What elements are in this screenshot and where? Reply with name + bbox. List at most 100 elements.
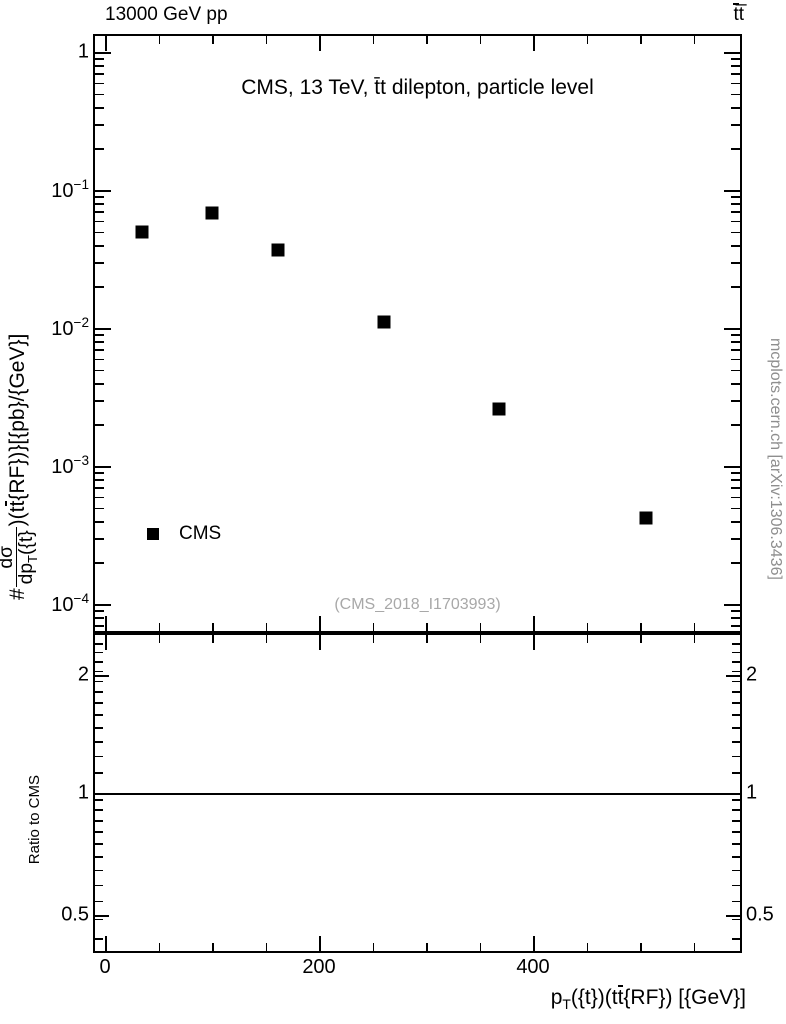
x-minor-tick bbox=[426, 623, 428, 631]
y-minor-tick bbox=[731, 617, 740, 619]
ratio-y-minor-tick bbox=[732, 938, 740, 940]
ratio-y-minor-tick bbox=[732, 643, 740, 645]
y-minor-tick bbox=[731, 286, 740, 289]
y-minor-tick bbox=[731, 358, 740, 361]
ratio-y-minor-tick bbox=[95, 680, 103, 683]
ratio-y-minor-tick bbox=[732, 670, 740, 673]
ratio-y-tick-label-1: 1 bbox=[77, 781, 89, 804]
x-major-tick bbox=[533, 616, 535, 631]
y-minor-tick bbox=[95, 58, 104, 60]
ratio-y-minor-tick bbox=[732, 884, 740, 887]
x-minor-tick bbox=[640, 36, 642, 44]
x-major-tick bbox=[533, 635, 535, 650]
y-tick-label-1e-2: 10−2 bbox=[51, 315, 89, 340]
ratio-y-minor-tick bbox=[95, 727, 103, 729]
y-minor-tick bbox=[731, 625, 740, 627]
y-minor-tick bbox=[731, 400, 740, 402]
x-major-tick bbox=[105, 616, 107, 631]
x-minor-tick bbox=[479, 36, 482, 44]
ratio-y-minor-tick bbox=[95, 809, 103, 811]
y-minor-tick bbox=[95, 349, 104, 351]
y-minor-tick bbox=[95, 262, 104, 264]
y-minor-tick bbox=[95, 124, 104, 126]
ratio-y-minor-tick bbox=[95, 856, 103, 858]
y-minor-tick bbox=[95, 562, 104, 565]
y-major-tick bbox=[95, 328, 111, 330]
ratio-y-minor-tick bbox=[95, 714, 103, 717]
x-minor-tick bbox=[158, 36, 161, 44]
y-minor-tick bbox=[95, 382, 104, 385]
y-tick-label-1e-3: 10−3 bbox=[51, 453, 89, 478]
ratio-y-minor-tick bbox=[732, 727, 740, 729]
main-plot-panel: CMS, 13 TeV, t̄t dilepton, particle leve… bbox=[51, 34, 742, 633]
x-minor-tick bbox=[426, 635, 428, 643]
ratio-y-minor-tick bbox=[732, 918, 740, 921]
ratio-y-minor-tick bbox=[732, 843, 740, 845]
ratio-y-tick-label-2-right: 2 bbox=[746, 663, 758, 686]
ratio-y-major-tick bbox=[95, 675, 109, 677]
y-minor-tick bbox=[95, 538, 104, 540]
ratio-y-minor-tick bbox=[95, 755, 103, 758]
y-minor-tick bbox=[731, 58, 740, 60]
x-axis-title: pT({t})(tt{RF}) [{GeV}] bbox=[550, 985, 746, 1013]
y-minor-tick bbox=[731, 382, 740, 385]
y-minor-tick bbox=[731, 341, 740, 343]
x-minor-tick bbox=[158, 635, 161, 643]
y-major-tick bbox=[724, 466, 740, 468]
y-minor-tick bbox=[95, 73, 104, 75]
y-major-tick bbox=[95, 190, 111, 192]
y-minor-tick bbox=[95, 211, 104, 213]
y-major-tick bbox=[95, 466, 111, 468]
ratio-y-minor-tick bbox=[95, 819, 103, 822]
x-major-tick bbox=[319, 936, 321, 951]
y-minor-tick bbox=[731, 65, 740, 67]
ratio-y-minor-tick bbox=[732, 869, 740, 872]
ratio-y-tick-label-1-right: 1 bbox=[746, 781, 758, 804]
plot-title: CMS, 13 TeV, t̄t dilepton, particle leve… bbox=[241, 76, 594, 99]
ratio-y-minor-tick bbox=[95, 900, 103, 903]
ratio-y-minor-tick bbox=[732, 856, 740, 858]
y-minor-tick bbox=[731, 369, 740, 372]
ratio-y-minor-tick bbox=[732, 714, 740, 717]
y-minor-tick bbox=[731, 203, 740, 205]
ratio-y-minor-tick bbox=[95, 691, 103, 693]
y-minor-tick bbox=[731, 262, 740, 264]
x-minor-tick bbox=[265, 36, 268, 44]
ratio-y-minor-tick bbox=[732, 702, 740, 705]
x-minor-tick bbox=[693, 943, 696, 951]
ratio-y-minor-tick bbox=[95, 651, 103, 654]
x-minor-tick bbox=[212, 943, 214, 951]
y-minor-tick bbox=[731, 610, 740, 612]
x-minor-tick bbox=[426, 36, 428, 44]
y-minor-tick bbox=[95, 487, 104, 489]
legend: CMS bbox=[147, 523, 221, 545]
y-minor-tick bbox=[95, 244, 104, 247]
y-minor-tick bbox=[95, 334, 104, 336]
ratio-y-minor-tick bbox=[732, 772, 740, 774]
y-minor-tick bbox=[731, 479, 740, 481]
y-minor-tick bbox=[731, 562, 740, 565]
y-minor-tick bbox=[731, 211, 740, 213]
y-minor-tick bbox=[731, 349, 740, 351]
y-minor-tick bbox=[731, 196, 740, 198]
y-minor-tick bbox=[731, 244, 740, 247]
x-minor-tick bbox=[265, 635, 268, 643]
y-minor-tick bbox=[95, 400, 104, 402]
x-minor-tick bbox=[479, 943, 482, 951]
y-minor-tick bbox=[731, 334, 740, 336]
ratio-y-major-tick bbox=[726, 675, 740, 677]
y-minor-tick bbox=[95, 479, 104, 481]
x-major-tick bbox=[105, 36, 107, 51]
y-minor-tick bbox=[95, 106, 104, 109]
ratio-y-minor-tick bbox=[732, 691, 740, 693]
y-major-tick bbox=[724, 328, 740, 330]
y-minor-tick bbox=[731, 82, 740, 85]
y-minor-tick bbox=[95, 496, 104, 499]
y-minor-tick bbox=[95, 148, 104, 151]
y-minor-tick bbox=[95, 369, 104, 372]
data-point-marker bbox=[205, 206, 219, 220]
x-minor-tick bbox=[158, 943, 161, 951]
y-minor-tick bbox=[95, 220, 104, 223]
y-minor-tick bbox=[731, 424, 740, 427]
ratio-y-minor-tick bbox=[95, 918, 103, 921]
